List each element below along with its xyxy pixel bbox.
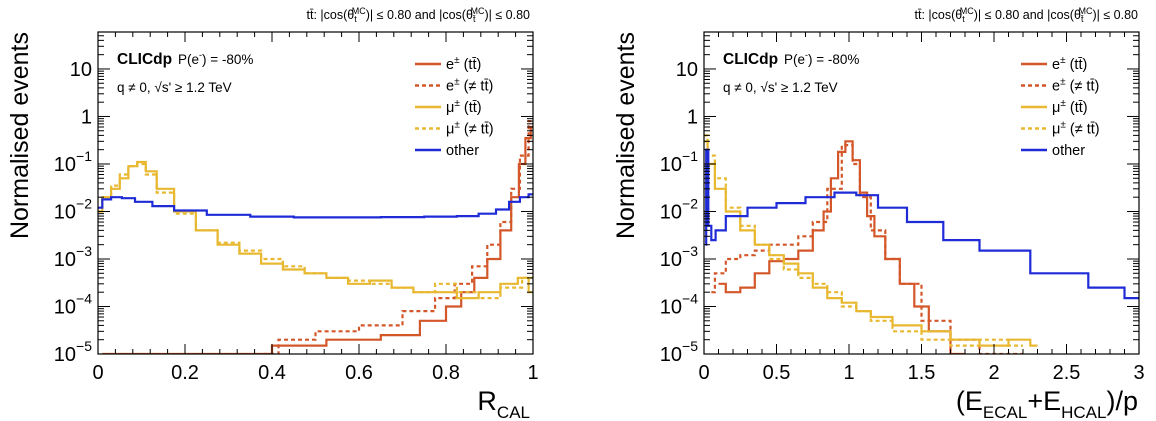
series-group (704, 134, 1139, 354)
x-tick-label: 0.6 (345, 362, 373, 384)
polarisation-label: P(e-) = -80% (178, 50, 253, 67)
y-tick-label: 10−2 (54, 195, 92, 223)
legend-label-3: μ± (≠ tt̄) (1052, 120, 1100, 138)
y-tick-label: 10−1 (54, 148, 92, 176)
legend-label-1: e± (≠ tt̄) (1052, 77, 1099, 95)
x-tick-label: 0 (92, 362, 103, 384)
x-tick-label: 2.5 (1053, 362, 1081, 384)
header-label: tt̄: |cos(θtMC)| ≤ 0.80 and |cos(θt̄MC)|… (915, 6, 1139, 24)
y-tick-label: 10−3 (660, 243, 698, 271)
y-tick-label: 10−5 (54, 338, 92, 366)
x-tick-label: 1 (527, 362, 538, 384)
y-axis-title: Normalised events (612, 32, 640, 239)
brand-label: CLICdp (117, 51, 172, 68)
y-tick-label: 10−4 (54, 290, 92, 318)
legend-label-1: e± (≠ tt̄) (446, 77, 493, 95)
right-panel: tt̄: |cos(θtMC)| ≤ 0.80 and |cos(θt̄MC)|… (612, 6, 1145, 421)
y-tick-label: 10−2 (660, 195, 698, 223)
x-axis-title: (EECAL+EHCAL)/p (956, 386, 1138, 421)
legend-label-4: other (446, 143, 479, 159)
legend-label-4: other (1052, 143, 1085, 159)
plot-frame (97, 31, 534, 355)
polarisation-label: P(e-) = -80% (784, 50, 859, 67)
x-tick-label: 1.5 (908, 362, 936, 384)
series-line-4 (98, 193, 533, 219)
legend-label-0: e± (tt̄) (446, 55, 481, 73)
y-tick-label: 1 (687, 106, 698, 128)
y-tick-label: 1 (81, 106, 92, 128)
selection-label: q ≠ 0, √s' ≥ 1.2 TeV (117, 80, 232, 95)
y-tick-label: 10−4 (660, 290, 698, 318)
y-tick-label: 10−5 (660, 338, 698, 366)
x-tick-label: 0 (698, 362, 709, 384)
x-tick-label: 0.5 (763, 362, 791, 384)
left-panel: tt̄: |cos(θtMC)| ≤ 0.80 and |cos(θt̄MC)|… (6, 6, 539, 421)
series-line-0 (718, 140, 965, 354)
series-line-2 (98, 160, 533, 300)
y-tick-label: 10 (70, 59, 92, 81)
legend-label-2: μ± (tt̄) (1052, 98, 1088, 116)
y-tick-label: 10−3 (54, 243, 92, 271)
brand-label: CLICdp (723, 51, 778, 68)
series-line-1 (263, 120, 533, 354)
series-line-0 (102, 125, 533, 354)
x-tick-label: 0.8 (432, 362, 460, 384)
series-group (98, 120, 533, 354)
y-axis-title: Normalised events (6, 32, 34, 239)
x-tick-label: 3 (1133, 362, 1144, 384)
x-tick-label: 1 (843, 362, 854, 384)
series-line-3 (704, 134, 1023, 347)
legend-label-2: μ± (tt̄) (446, 98, 482, 116)
x-tick-label: 2 (988, 362, 999, 384)
x-tick-label: 0.4 (258, 362, 286, 384)
series-line-3 (98, 162, 533, 300)
header-label: tt̄: |cos(θtMC)| ≤ 0.80 and |cos(θt̄MC)|… (307, 6, 531, 24)
selection-label: q ≠ 0, √s' ≥ 1.2 TeV (723, 80, 838, 95)
x-axis-title: RCAL (477, 386, 530, 421)
series-line-1 (711, 144, 1023, 354)
series-line-4 (705, 148, 1139, 300)
x-tick-label: 0.2 (171, 362, 199, 384)
y-tick-label: 10 (676, 59, 698, 81)
legend-label-0: e± (tt̄) (1052, 55, 1087, 73)
y-tick-label: 10−1 (660, 148, 698, 176)
legend-label-3: μ± (≠ tt̄) (446, 120, 494, 138)
